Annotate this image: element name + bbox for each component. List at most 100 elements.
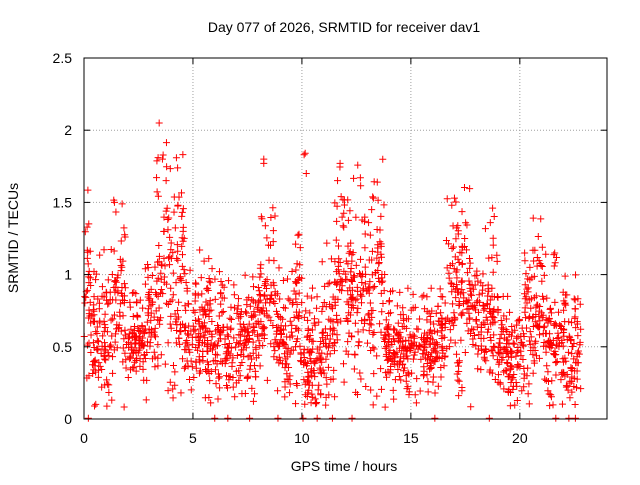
data-point: [429, 336, 437, 344]
data-point: [521, 304, 529, 312]
data-point: [503, 359, 511, 367]
data-point: [338, 213, 346, 221]
data-point: [108, 270, 116, 278]
data-point: [488, 347, 496, 355]
data-point: [192, 291, 200, 299]
data-point: [258, 331, 266, 339]
data-point: [350, 174, 358, 182]
data-point: [399, 304, 407, 312]
data-point: [574, 320, 582, 328]
data-point: [178, 234, 186, 242]
data-point: [160, 254, 168, 262]
data-point: [171, 224, 179, 232]
data-point: [391, 376, 399, 384]
data-point: [521, 295, 529, 303]
data-point: [432, 341, 440, 349]
data-point: [90, 357, 98, 365]
data-point: [116, 300, 124, 308]
data-point: [463, 305, 471, 313]
data-point: [261, 222, 269, 230]
data-point: [152, 291, 160, 299]
data-point: [121, 233, 129, 241]
data-point: [264, 241, 272, 249]
data-point: [322, 393, 330, 401]
data-point: [365, 289, 373, 297]
data-point: [423, 337, 431, 345]
data-point: [163, 163, 171, 171]
data-point: [375, 258, 383, 266]
data-point: [518, 338, 526, 346]
data-point: [506, 347, 514, 355]
data-point: [208, 318, 216, 326]
data-point: [101, 339, 109, 347]
data-point: [306, 309, 314, 317]
data-point: [489, 241, 497, 249]
data-point: [192, 279, 200, 287]
data-point: [329, 318, 337, 326]
data-point: [174, 164, 182, 172]
data-point: [423, 359, 431, 367]
data-point: [340, 360, 348, 368]
data-point: [506, 371, 514, 379]
data-point: [452, 198, 460, 206]
data-point: [434, 317, 442, 325]
data-point: [368, 313, 376, 321]
data-point: [208, 265, 216, 273]
data-point: [330, 366, 338, 374]
data-point: [344, 242, 352, 250]
data-point: [174, 202, 182, 210]
data-point: [461, 348, 469, 356]
data-point: [409, 331, 417, 339]
data-point: [308, 326, 316, 334]
data-point: [465, 277, 473, 285]
data-point: [560, 306, 568, 314]
data-point: [179, 227, 187, 235]
data-point: [192, 358, 200, 366]
data-point: [329, 330, 337, 338]
data-point: [323, 332, 331, 340]
data-point: [536, 323, 544, 331]
data-point: [381, 403, 389, 411]
data-point: [331, 258, 339, 266]
data-point: [311, 315, 319, 323]
data-point: [167, 284, 175, 292]
data-point: [179, 205, 187, 213]
data-point: [348, 414, 356, 422]
data-point: [236, 337, 244, 345]
data-point: [451, 253, 459, 261]
data-point: [96, 251, 104, 259]
grid-lines: [84, 58, 607, 419]
data-point: [92, 400, 100, 408]
data-point: [531, 246, 539, 254]
data-point: [455, 392, 463, 400]
data-point: [369, 344, 377, 352]
data-point: [328, 414, 336, 422]
data-point: [573, 353, 581, 361]
data-point: [225, 340, 233, 348]
data-point: [562, 383, 570, 391]
data-point: [177, 389, 185, 397]
y-tick-label: 1.5: [53, 194, 73, 210]
data-point: [521, 281, 529, 289]
data-point: [378, 253, 386, 261]
data-point: [449, 300, 457, 308]
data-point: [454, 376, 462, 384]
data-point: [101, 323, 109, 331]
data-point: [374, 244, 382, 252]
data-point: [554, 329, 562, 337]
data-point: [224, 332, 232, 340]
data-point: [285, 363, 293, 371]
data-point: [551, 298, 559, 306]
data-point: [382, 316, 390, 324]
data-point: [498, 356, 506, 364]
data-point: [216, 329, 224, 337]
data-point: [541, 375, 549, 383]
data-point: [255, 299, 263, 307]
data-point: [236, 362, 244, 370]
data-point: [172, 279, 180, 287]
data-point: [440, 362, 448, 370]
data-point: [479, 270, 487, 278]
data-point: [500, 385, 508, 393]
data-point: [172, 154, 180, 162]
data-point: [263, 276, 271, 284]
